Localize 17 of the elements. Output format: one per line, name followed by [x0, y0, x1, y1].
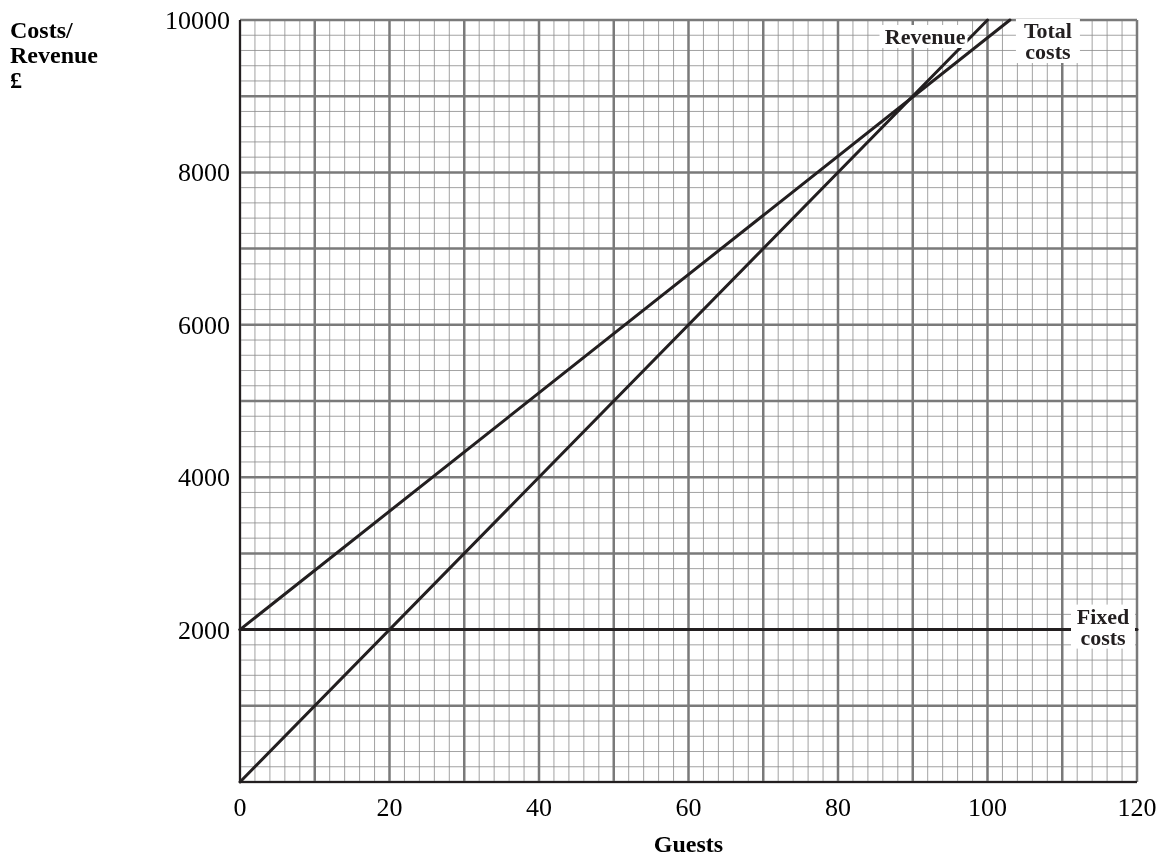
x-tick-label: 80 [825, 793, 851, 822]
x-tick-label: 60 [675, 793, 702, 822]
x-tick-label: 0 [233, 793, 247, 822]
y-tick-label: 8000 [178, 158, 230, 188]
x-tick-label: 120 [1117, 793, 1157, 822]
y-tick-label: 4000 [178, 463, 230, 493]
series-label: Total costs [1023, 18, 1072, 64]
x-axis-title: Guests [653, 831, 724, 857]
y-axis-title: Costs/ Revenue £ [10, 17, 99, 93]
y-tick-label: 10000 [165, 6, 230, 35]
series-label: Fixed costs [1076, 603, 1130, 650]
y-tick-label: 6000 [178, 310, 230, 340]
x-tick-label: 40 [526, 793, 552, 822]
x-tick-label: 100 [968, 793, 1007, 822]
x-tick-label: 20 [376, 793, 403, 822]
series-label: Revenue [884, 24, 966, 49]
y-tick-label: 2000 [178, 615, 230, 645]
